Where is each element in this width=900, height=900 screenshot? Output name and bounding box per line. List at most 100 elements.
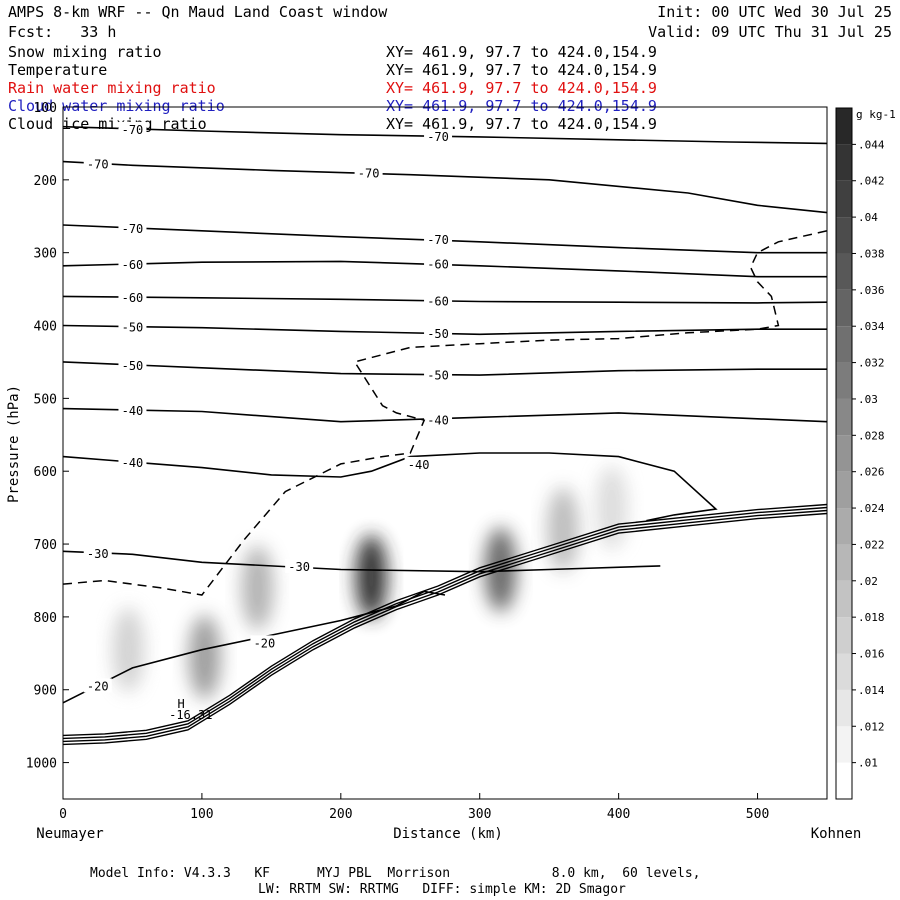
isotherm-label-7: -40	[122, 404, 144, 418]
forecast-hour: Fcst: 33 h	[8, 23, 117, 41]
annotations: H-16.31	[169, 697, 212, 722]
legend-cloud-water-label: Cloud water mixing ratio	[8, 97, 225, 115]
colorbar-cell-7	[836, 508, 852, 545]
colorbar-tick-label-12: .034	[858, 320, 885, 333]
isotherm-label-6: -50	[122, 359, 144, 373]
isotherm-label-bg-2	[118, 220, 147, 235]
isotherm-label-bg-9	[83, 545, 112, 560]
x-tick-label-100: 100	[190, 807, 213, 822]
legend-cloud-ice-xy: XY= 461.9, 97.7 to 424.0,154.9	[386, 115, 657, 133]
terrain-line-1	[62, 509, 828, 743]
terrain-line-0	[62, 512, 828, 746]
isotherm-label2-3: -60	[427, 258, 449, 272]
isotherm-label-bg-8	[118, 455, 147, 470]
isotherm-line-9	[62, 550, 661, 573]
y-tick-label-700: 700	[34, 538, 57, 553]
colorbar-cell-11	[836, 362, 852, 399]
colorbar-tick-label-6: .022	[858, 538, 885, 551]
snow-maximum-1	[188, 614, 221, 699]
isotherm-label2-bg-3	[424, 256, 453, 271]
annotation-0: H	[177, 697, 184, 711]
y-tick-label-600: 600	[34, 465, 57, 480]
colorbar-tick-label-7: .024	[858, 502, 885, 515]
isotherm-label2-bg-6	[424, 367, 453, 382]
colorbar-tick-label-4: .018	[858, 611, 885, 624]
isotherm-label2-8: -40	[408, 458, 430, 472]
isotherm-label2-bg-8	[404, 456, 433, 471]
isotherm-label2-4: -60	[427, 294, 449, 308]
cloud-ice-dashed-line	[62, 230, 828, 596]
isotherm-line-8	[62, 452, 718, 522]
isotherm-label2-0: -70	[427, 130, 449, 144]
isotherm-label-bg-6	[118, 357, 147, 372]
isotherm-line-0	[62, 125, 828, 145]
temperature-contours: -70 -70 -70 -70 -70 -70 -60 -60 -60 -60 -50 -50 -50 -…	[62, 121, 828, 746]
isotherm-label2-bg-2	[424, 232, 453, 247]
y-tick-label-100: 100	[34, 101, 57, 116]
y-tick-label-400: 400	[34, 320, 57, 335]
isotherm-label2-2: -70	[427, 233, 449, 247]
colorbar-tick-label-17: .044	[858, 138, 885, 151]
snow-maximum-2	[241, 545, 274, 630]
isotherm-label2-bg-1	[354, 165, 383, 180]
colorbar-cell-13	[836, 289, 852, 327]
y-tick-label-1000: 1000	[26, 757, 57, 772]
colorbar-tick-label-8: .026	[858, 466, 885, 479]
x-axis-title: Distance (km)	[393, 826, 503, 842]
colorbar-cell-18	[836, 108, 852, 145]
colorbar-tick-label-2: .014	[858, 684, 885, 697]
colorbar-cell-16	[836, 180, 852, 218]
isotherm-label-bg-4	[118, 290, 147, 305]
snow-maximum-5	[547, 487, 580, 572]
isotherm-label2-5: -50	[427, 327, 449, 341]
colorbar-cell-8	[836, 471, 852, 509]
isotherm-label-0: -70	[122, 123, 144, 137]
colorbar-cell-2	[836, 689, 852, 727]
legend-temperature-label: Temperature	[8, 61, 108, 79]
terrain-line-3	[62, 503, 828, 737]
isotherm-line-3	[62, 260, 827, 278]
x-tick-label-0: 0	[59, 807, 67, 822]
valid-time: Valid: 09 UTC Thu 31 Jul 25	[648, 23, 892, 41]
colorbar-tick-label-3: .016	[858, 648, 885, 661]
isotherm-label-10: -20	[87, 679, 109, 693]
cloud-ice-contour	[62, 230, 828, 596]
snow-maximum-3	[355, 534, 388, 619]
x-end-label-left: Neumayer	[36, 826, 103, 842]
colorbar-cell-0	[836, 762, 852, 799]
x-tick-label-500: 500	[746, 807, 769, 822]
colorbar-tick-label-0: .01	[858, 757, 878, 770]
y-tick-label-900: 900	[34, 684, 57, 699]
snow-maximum-0	[112, 607, 145, 692]
isotherm-label-1: -70	[87, 157, 109, 171]
legend-temperature-xy: XY= 461.9, 97.7 to 424.0,154.9	[386, 61, 657, 79]
isotherm-label2-9: -30	[288, 560, 310, 574]
colorbar-tick-label-16: .042	[858, 175, 885, 188]
isotherm-label-bg-7	[118, 403, 147, 418]
isotherm-label2-bg-5	[424, 325, 453, 340]
isotherm-label-2: -70	[122, 222, 144, 236]
colorbar-cell-15	[836, 217, 852, 254]
colorbar-frame	[835, 107, 853, 800]
isotherm-label-9: -30	[87, 547, 109, 561]
isotherm-label2-bg-7	[424, 412, 453, 427]
isotherm-line-7	[62, 407, 828, 423]
isotherm-line-5	[62, 324, 827, 336]
colorbar-cell-5	[836, 580, 852, 618]
y-tick-label-200: 200	[34, 174, 57, 189]
x-tick-label-200: 200	[329, 807, 352, 822]
colorbar-cell-9	[836, 435, 852, 472]
legend-snow-label: Snow mixing ratio	[8, 43, 162, 61]
isotherm-label2-7: -40	[427, 413, 449, 427]
colorbar-tick-label-14: .038	[858, 247, 885, 260]
colorbar-unit: g kg-1	[856, 108, 896, 121]
isotherm-label2-6: -50	[427, 368, 449, 382]
colorbar-tick-label-13: .036	[858, 284, 885, 297]
isotherm-label2-bg-0	[424, 128, 453, 143]
isotherm-label2-bg-10	[250, 635, 279, 650]
legend-rain-label: Rain water mixing ratio	[8, 79, 216, 97]
colorbar-cell-17	[836, 144, 852, 181]
chart-title: AMPS 8-km WRF -- Qn Maud Land Coast wind…	[8, 3, 388, 21]
isotherm-label-4: -60	[122, 291, 144, 305]
colorbar-tick-label-10: .03	[858, 393, 878, 406]
